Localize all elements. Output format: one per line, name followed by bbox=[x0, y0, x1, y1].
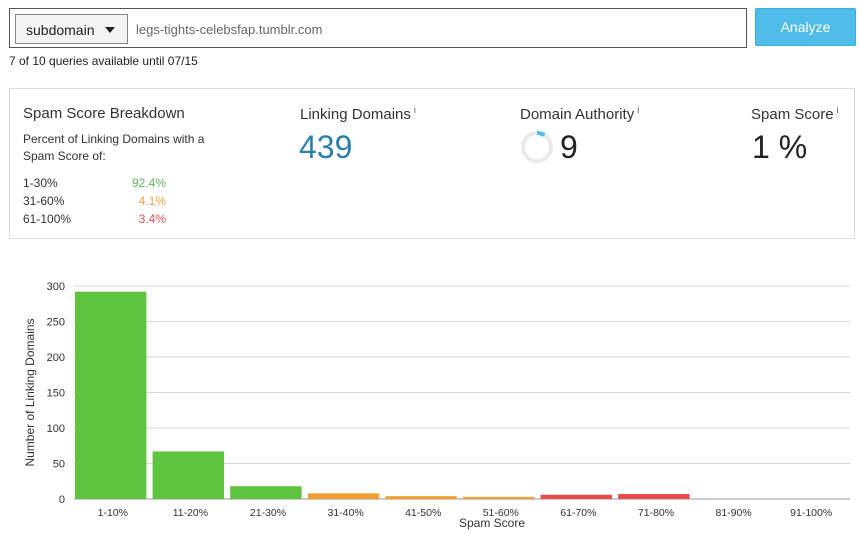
breakdown-title: Spam Score Breakdown bbox=[23, 105, 185, 122]
y-tick-label: 50 bbox=[53, 459, 65, 471]
breakdown-row: 1-30% 92.4% bbox=[23, 176, 166, 192]
x-tick-label: 11-20% bbox=[173, 507, 208, 519]
breakdown-range: 31-60% bbox=[23, 194, 65, 208]
spam-score-title: Spam Score i bbox=[751, 105, 839, 123]
spam-score-label: Spam Score bbox=[751, 106, 834, 123]
caret-down-icon bbox=[105, 27, 115, 33]
x-tick-label: 1-10% bbox=[98, 507, 128, 519]
bar bbox=[152, 451, 224, 499]
x-tick-label: 41-50% bbox=[405, 507, 441, 519]
domain-authority-label: Domain Authority bbox=[520, 106, 635, 123]
breakdown-range: 61-100% bbox=[23, 212, 72, 226]
x-tick-label: 81-90% bbox=[715, 507, 751, 519]
bar bbox=[230, 486, 302, 499]
breakdown-percent: 3.4% bbox=[138, 212, 166, 226]
x-tick-label: 61-70% bbox=[560, 507, 596, 519]
spam-score-chart: 0 50 100 150 200 250 300 1-10% 11-20% 21-30% 31-40… bbox=[0, 270, 862, 538]
analyze-button[interactable]: Analyze bbox=[755, 8, 856, 46]
metrics-panel: Spam Score Breakdown Percent of Linking … bbox=[9, 88, 855, 239]
bar bbox=[540, 494, 612, 499]
bar bbox=[618, 494, 690, 499]
bar bbox=[385, 496, 457, 499]
linking-domains-value: 439 bbox=[299, 129, 353, 165]
domain-authority-ring-icon bbox=[521, 131, 553, 163]
breakdown-range: 1-30% bbox=[23, 176, 58, 190]
bar bbox=[463, 496, 535, 499]
bar bbox=[75, 291, 147, 499]
x-tick-label: 51-60% bbox=[483, 507, 519, 519]
info-icon[interactable]: i bbox=[836, 105, 839, 115]
y-tick-label: 150 bbox=[47, 388, 65, 400]
domain-authority-title: Domain Authority i bbox=[520, 105, 639, 123]
y-tick-label: 200 bbox=[47, 352, 65, 364]
x-tick-label: 21-30% bbox=[250, 507, 286, 519]
domain-input[interactable] bbox=[136, 19, 736, 39]
breakdown-description: Percent of Linking Domains with a Spam S… bbox=[23, 132, 205, 163]
spam-score-value: 1 % bbox=[752, 129, 808, 165]
breakdown-percent: 4.1% bbox=[138, 194, 166, 208]
info-icon[interactable]: i bbox=[413, 105, 416, 115]
linking-domains-title: Linking Domains i bbox=[300, 105, 416, 123]
linking-domains-label: Linking Domains bbox=[300, 106, 411, 123]
search-bar: subdomain bbox=[9, 8, 747, 48]
breakdown-row: 31-60% 4.1% bbox=[23, 194, 166, 210]
domain-authority-value: 9 bbox=[560, 129, 578, 165]
info-icon[interactable]: i bbox=[637, 105, 640, 115]
type-select[interactable]: subdomain bbox=[15, 14, 128, 44]
x-tick-label: 71-80% bbox=[638, 507, 674, 519]
y-tick-label: 0 bbox=[59, 494, 65, 506]
y-tick-label: 100 bbox=[47, 423, 65, 435]
x-tick-label: 91-100% bbox=[790, 507, 832, 519]
type-select-value: subdomain bbox=[26, 22, 95, 38]
chart-canvas: 0 50 100 150 200 250 300 1-10% 11-20% 21-30% 31-40… bbox=[23, 281, 850, 530]
y-axis-label: Number of Linking Domains bbox=[23, 318, 37, 466]
breakdown-row: 61-100% 3.4% bbox=[23, 212, 166, 228]
bar bbox=[307, 493, 380, 499]
quota-text: 7 of 10 queries available until 07/15 bbox=[9, 54, 198, 68]
breakdown-percent: 92.4% bbox=[131, 176, 166, 190]
x-axis-label: Spam Score bbox=[459, 516, 525, 530]
y-tick-label: 250 bbox=[47, 317, 65, 329]
x-tick-label: 31-40% bbox=[327, 507, 363, 519]
y-tick-label: 300 bbox=[47, 281, 65, 293]
